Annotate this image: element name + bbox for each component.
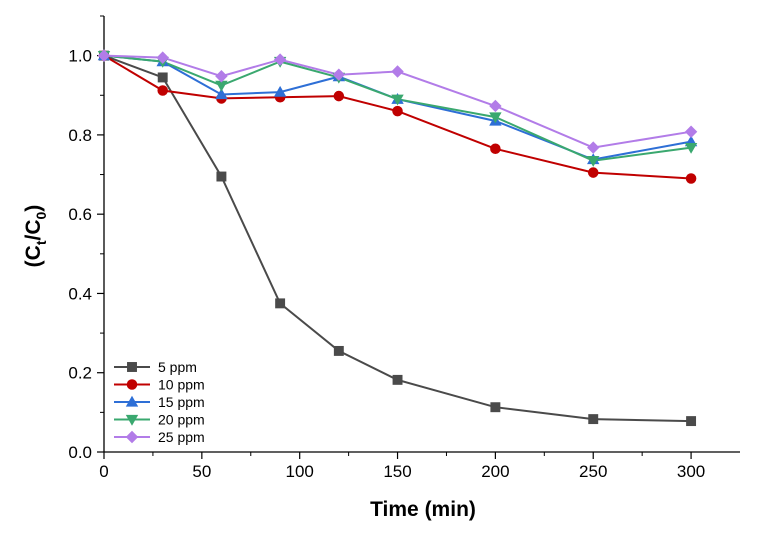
y-tick-label: 1.0 [68, 47, 92, 66]
data-point [391, 94, 404, 106]
y-tick-label: 0.4 [68, 284, 92, 303]
data-point [684, 125, 698, 138]
y-tick-label: 0.6 [68, 205, 92, 224]
axis-ticks: 0 50 100 150 200 250 300 0.0 0.2 0.4 0.6 0.8 1.0 [68, 15, 705, 481]
data-point [273, 53, 287, 66]
x-axis-title: Time (min) [370, 498, 476, 521]
x-tick-label: 250 [579, 462, 607, 481]
y-axis-title-open: (C [22, 245, 45, 267]
y-axis-title-close: ) [22, 205, 45, 212]
data-point [333, 90, 345, 102]
data-point [489, 112, 502, 124]
data-point [215, 88, 228, 100]
data-point [587, 141, 600, 154]
y-axis-title: (Ct/C0) [22, 205, 49, 268]
data-point [392, 374, 403, 385]
y-axis-title-sub-t: t [33, 240, 49, 245]
data-point [490, 402, 501, 413]
y-axis-title-sub-0: 0 [33, 211, 49, 219]
data-point [216, 171, 227, 182]
legend-label: 25 ppm [158, 429, 205, 445]
legend-label: 10 ppm [158, 377, 205, 393]
data-point [391, 65, 404, 78]
legend-label: 5 ppm [158, 359, 197, 375]
data-point [157, 72, 168, 83]
x-tick-label: 200 [481, 462, 509, 481]
plot-frame [103, 16, 740, 453]
legend-marker [127, 362, 137, 372]
x-tick-label: 50 [192, 462, 211, 481]
legend-label: 15 ppm [158, 394, 205, 410]
y-tick-label: 0.2 [68, 364, 92, 383]
legend-marker [125, 395, 139, 407]
data-point [685, 173, 697, 184]
data-point [332, 68, 346, 81]
data-point [587, 156, 600, 167]
legend-marker [125, 414, 139, 426]
y-tick-label: 0.0 [68, 443, 92, 462]
legend-marker [126, 379, 138, 390]
y-tick-label: 0.8 [68, 126, 92, 145]
data-point [588, 414, 599, 425]
series-markers [97, 49, 698, 427]
x-tick-label: 300 [677, 462, 705, 481]
data-point [333, 345, 344, 356]
data-point [686, 416, 697, 427]
x-tick-label: 100 [286, 462, 314, 481]
data-point [273, 85, 287, 97]
data-point [157, 85, 168, 96]
x-tick-label: 0 [99, 462, 108, 481]
data-point [684, 142, 698, 154]
data-point [215, 70, 228, 83]
data-point [392, 105, 403, 117]
data-point [215, 80, 228, 92]
legend-label: 20 ppm [158, 412, 205, 428]
data-point [490, 143, 501, 155]
data-point [489, 99, 502, 113]
legend-marker [125, 430, 139, 444]
data-point [156, 51, 169, 64]
y-axis-title-slash: /C [22, 219, 45, 240]
x-tick-label: 150 [383, 462, 411, 481]
data-point [587, 167, 599, 178]
data-point [97, 49, 111, 62]
data-point [275, 298, 286, 309]
